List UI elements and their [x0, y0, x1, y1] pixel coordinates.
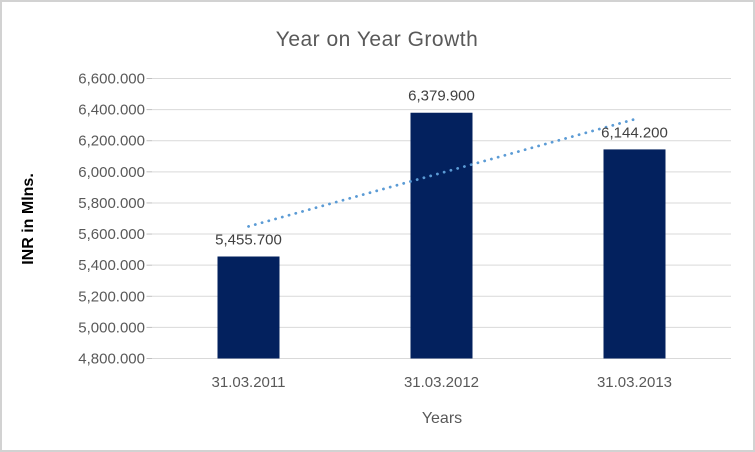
y-tick-label: 5,200.000: [78, 288, 145, 305]
bar-data-label: 6,379.900: [408, 88, 475, 105]
y-tick-label: 5,000.000: [78, 319, 145, 336]
bar[interactable]: [603, 149, 666, 359]
x-axis-tick-labels: 31.03.2011 31.03.2012 31.03.2013: [212, 374, 673, 391]
y-axis-title: INR in Mlns.: [20, 173, 37, 265]
chart-title: Year on Year Growth: [276, 28, 479, 51]
y-tick-label: 6,600.000: [78, 71, 145, 88]
x-axis-title: Years: [422, 410, 462, 427]
bar-series[interactable]: [217, 112, 666, 359]
bar-data-labels: 5,455.700 6,379.900 6,144.200: [215, 88, 668, 249]
y-tick-label: 4,800.000: [78, 351, 145, 368]
bar-data-label: 5,455.700: [215, 232, 282, 249]
y-axis-tick-labels: 4,800.000 5,000.000 5,200.000 5,400.000 5,60…: [78, 71, 145, 368]
x-category-label: 31.03.2013: [597, 374, 672, 391]
bar-data-label: 6,144.200: [601, 124, 668, 141]
y-tick-label: 5,800.000: [78, 195, 145, 212]
y-tick-label: 5,600.000: [78, 226, 145, 243]
y-tick-label: 6,400.000: [78, 102, 145, 119]
y-tick-label: 6,000.000: [78, 164, 145, 181]
bar[interactable]: [410, 112, 473, 359]
x-category-label: 31.03.2012: [404, 374, 479, 391]
x-category-label: 31.03.2011: [212, 374, 286, 391]
y-tick-label: 6,200.000: [78, 133, 145, 150]
y-tick-label: 5,400.000: [78, 257, 145, 274]
bar[interactable]: [217, 256, 280, 359]
